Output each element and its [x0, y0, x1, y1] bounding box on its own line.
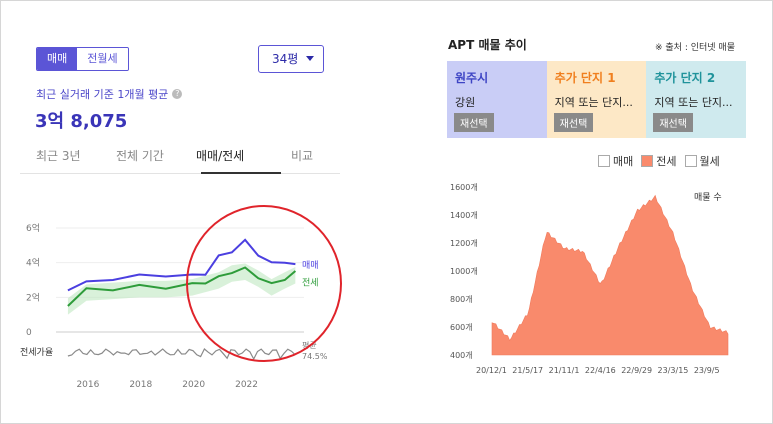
- legend-label: 월세: [699, 155, 720, 168]
- price-subtitle: 최근 실거래 기준 1개월 평균 ?: [36, 86, 183, 102]
- segment-rent[interactable]: 전월세: [77, 48, 128, 70]
- y-tick-label: 2억: [26, 291, 40, 303]
- ratio-label: 전세가율: [20, 347, 53, 358]
- region-card-main[interactable]: 원주시 강원 재선택: [447, 61, 547, 138]
- price-subtitle-text: 최근 실거래 기준 1개월 평균: [36, 88, 169, 101]
- size-select[interactable]: 34평: [258, 45, 324, 73]
- y-tick-label: 400개: [450, 350, 473, 360]
- active-tab-underline: [201, 172, 281, 174]
- reselect-button[interactable]: 재선택: [454, 113, 494, 132]
- chevron-down-icon: [306, 56, 314, 61]
- region-card-sub: 지역 또는 단지...: [654, 96, 733, 109]
- x-tick-label: 2016: [76, 380, 99, 390]
- region-card-sub: 강원: [455, 96, 476, 109]
- region-card-title: 추가 단지 2: [654, 71, 716, 85]
- ratio-average-value: 74.5%: [302, 352, 328, 361]
- listing-count-chart: 1600개 1400개 1200개 1000개 800개 600개 400개 매물 수 20/1…: [450, 182, 729, 375]
- x-tick-label: 2022: [235, 380, 258, 390]
- chart-tabs: 최근 3년 전체 기간 매매/전세 비교: [20, 144, 340, 174]
- data-source-note: ※ 출처 : 인터넷 매물: [655, 43, 735, 53]
- y-tick-label: 6억: [26, 222, 40, 234]
- region-card-extra-1[interactable]: 추가 단지 1 지역 또는 단지... 재선택: [546, 61, 647, 138]
- segment-sale[interactable]: 매매: [37, 48, 78, 70]
- legend-sale-checkbox[interactable]: 매매: [598, 153, 633, 169]
- checkbox-icon: [598, 155, 610, 167]
- checkbox-icon: [684, 155, 697, 167]
- legend-jeonse-checkbox[interactable]: 전세: [641, 153, 677, 169]
- tab-sale-jeonse[interactable]: 매매/전세: [196, 149, 245, 163]
- reselect-button[interactable]: 재선택: [653, 113, 693, 132]
- tab-all-period[interactable]: 전체 기간: [116, 149, 164, 163]
- tab-recent-3y[interactable]: 최근 3년: [36, 149, 81, 163]
- y-axis-label: 매물 수: [694, 192, 722, 203]
- size-select-value: 34평: [272, 52, 299, 66]
- listing-legend: 매매 전세 월세: [598, 153, 720, 169]
- y-tick-label: 0: [26, 328, 32, 338]
- x-tick-label: 23/3/15: [658, 366, 689, 375]
- average-price: 3억 8,075: [35, 111, 128, 132]
- legend-label: 전세: [656, 155, 677, 168]
- region-card-title: 추가 단지 1: [554, 71, 616, 85]
- y-tick-label: 600개: [450, 322, 473, 332]
- x-tick-label: 22/9/29: [621, 366, 652, 375]
- tab-compare[interactable]: 비교: [291, 149, 314, 163]
- y-tick-label: 1400개: [450, 210, 478, 220]
- region-card-title: 원주시: [455, 71, 489, 85]
- region-card-extra-2[interactable]: 추가 단지 2 지역 또는 단지... 재선택: [646, 61, 747, 138]
- x-tick-label: 21/5/17: [512, 366, 543, 375]
- help-icon[interactable]: ?: [172, 89, 183, 99]
- legend-monthly-checkbox[interactable]: 월세: [684, 153, 720, 169]
- x-tick-label: 23/9/5: [694, 366, 720, 375]
- highlight-circle: [186, 205, 342, 362]
- y-tick-label: 1600개: [450, 182, 478, 192]
- x-tick-label: 22/4/16: [585, 366, 616, 375]
- listing-trend-title: APT 매물 추이: [448, 38, 527, 52]
- deal-type-toggle: 매매 전월세: [36, 47, 129, 71]
- checkbox-checked-icon: [641, 155, 654, 167]
- x-tick-label: 2020: [182, 380, 205, 390]
- y-tick-label: 1200개: [450, 238, 478, 248]
- region-card-sub: 지역 또는 단지...: [554, 96, 633, 109]
- x-tick-label: 20/12/1: [476, 366, 507, 375]
- region-cards: 원주시 강원 재선택 추가 단지 1 지역 또는 단지... 재선택 추가 단지…: [447, 61, 747, 138]
- x-tick-label: 21/11/1: [549, 366, 580, 375]
- y-tick-label: 1000개: [450, 266, 478, 276]
- legend-label: 매매: [613, 155, 634, 168]
- jeonse-area: [491, 194, 729, 356]
- reselect-button[interactable]: 재선택: [553, 113, 594, 132]
- y-tick-label: 800개: [450, 294, 473, 304]
- y-tick-label: 4억: [26, 257, 40, 269]
- x-tick-label: 2018: [129, 380, 152, 390]
